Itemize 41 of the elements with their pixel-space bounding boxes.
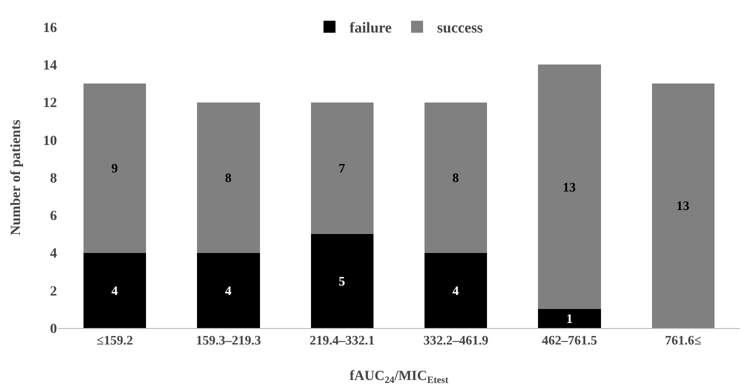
bar	[197, 252, 260, 328]
data-label: 4	[452, 282, 460, 298]
bar	[84, 252, 146, 328]
data-label: 4	[225, 282, 232, 298]
y-tick-label: 8	[50, 171, 57, 186]
data-label: 8	[225, 170, 232, 185]
data-label: 9	[111, 160, 118, 176]
legend-label: success	[437, 20, 484, 37]
bar	[538, 309, 601, 328]
y-tick-label: 16	[43, 20, 57, 36]
y-tick-label: 10	[43, 134, 57, 149]
bar	[310, 102, 374, 234]
data-label: 4	[111, 282, 118, 298]
bar	[538, 64, 601, 310]
y-tick-label: 14	[43, 58, 57, 74]
y-tick-label: 4	[50, 246, 57, 262]
x-tick-label: ≤159.2	[96, 332, 134, 348]
x-tick-label: 462–761.5	[542, 332, 598, 348]
legend-label: failure	[350, 20, 392, 37]
x-tick-label: 332.2–461.9	[423, 332, 489, 348]
x-axis-title: fAUC$_{24}$/MIC$_{Etest}$	[350, 369, 450, 386]
bar	[197, 102, 260, 253]
y-tick-label: 12	[43, 96, 57, 112]
x-tick-label: 761.6≤	[664, 332, 702, 348]
data-label: 5	[338, 273, 346, 288]
x-tick-label: 159.3–219.3	[196, 332, 262, 348]
bar	[310, 234, 374, 328]
bar	[84, 83, 146, 253]
bar	[424, 252, 488, 328]
y-tick-label: 6	[50, 209, 57, 224]
y-tick-label: 0	[50, 322, 57, 337]
bar	[424, 102, 488, 253]
data-label: 8	[452, 170, 460, 185]
x-tick-label: 219.4–332.1	[310, 332, 375, 348]
data-label: 13	[676, 198, 690, 214]
data-label: 7	[338, 160, 346, 176]
data-label: 13	[562, 179, 576, 194]
y-tick-label: 2	[50, 284, 57, 300]
data-label: 1	[566, 311, 573, 326]
bar	[652, 83, 714, 328]
y-axis-title: Number of patients	[9, 119, 24, 236]
